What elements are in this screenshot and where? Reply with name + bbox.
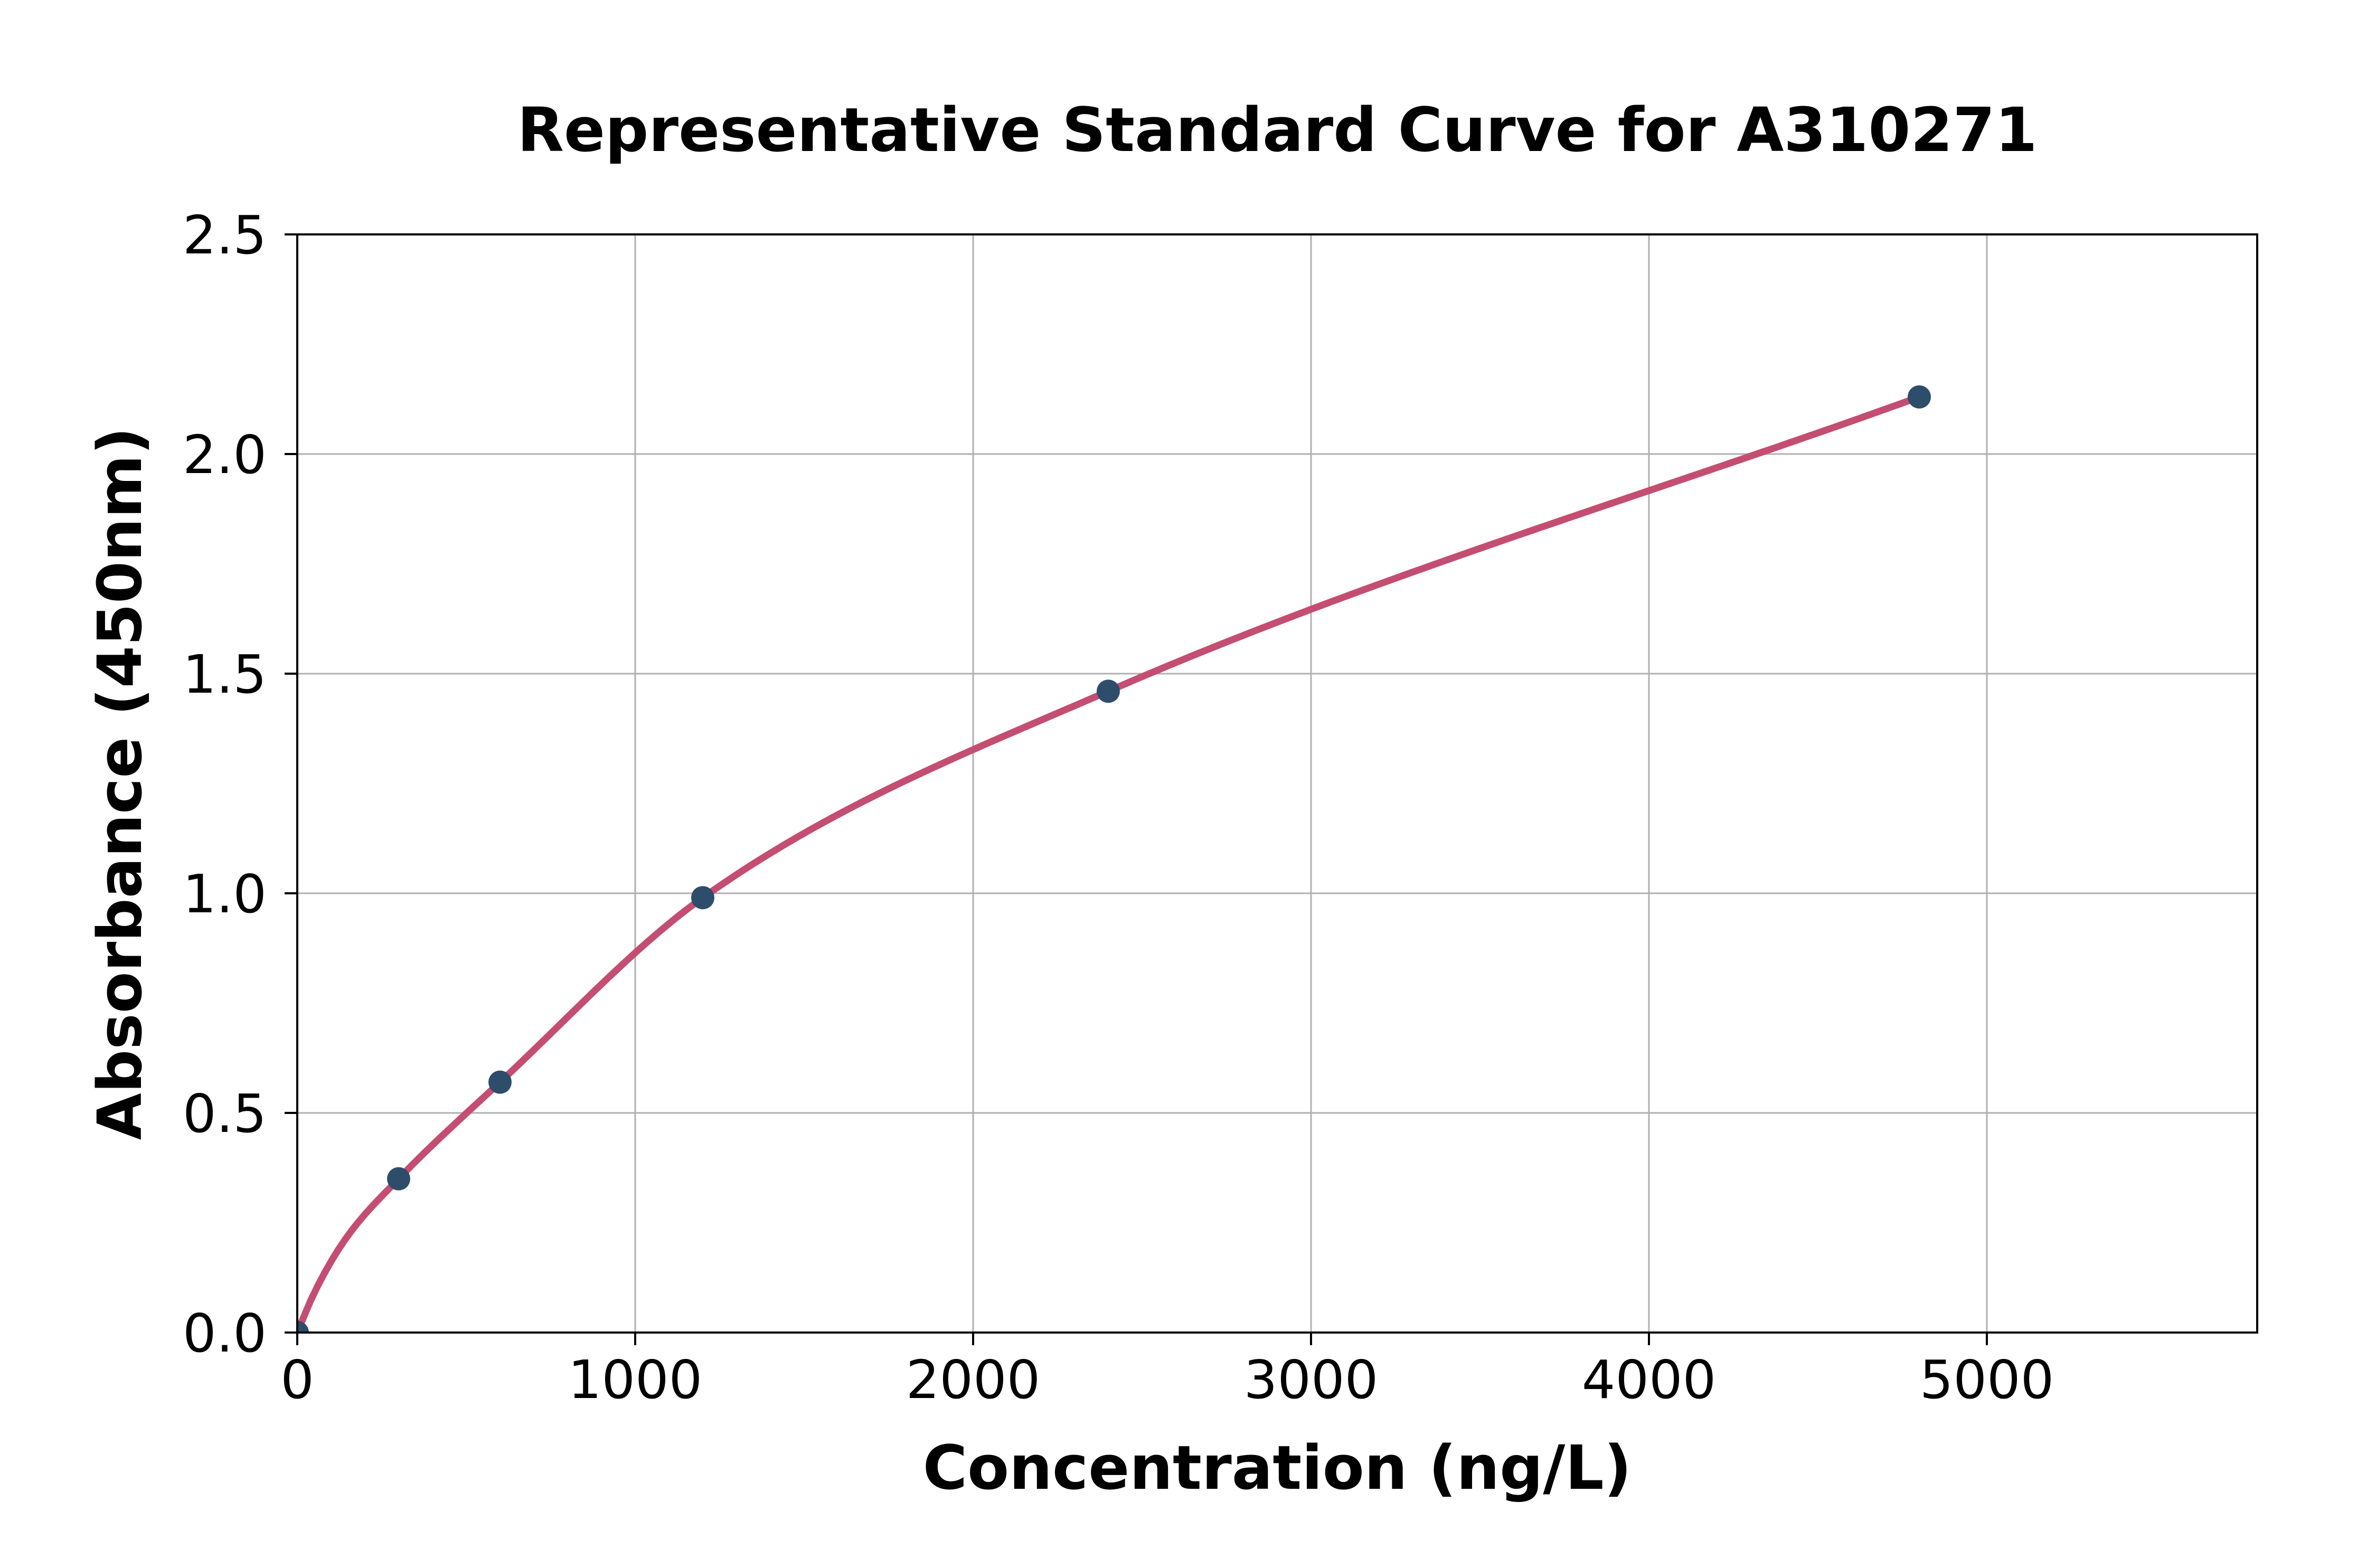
x-tick-label: 2000	[906, 1349, 1041, 1411]
y-tick-label: 1.0	[183, 863, 267, 925]
data-point-marker	[297, 1321, 309, 1333]
plot-border	[296, 233, 2258, 1334]
data-point-marker	[488, 1070, 512, 1094]
x-tick-label: 3000	[1244, 1349, 1379, 1411]
y-tick-label: 1.5	[183, 644, 267, 705]
y-tick-label: 2.0	[183, 424, 267, 486]
y-tick-label: 0.0	[183, 1302, 267, 1364]
y-tick-label: 0.5	[183, 1083, 267, 1145]
y-tick-label: 2.5	[183, 204, 267, 266]
x-tick-label: 4000	[1582, 1349, 1717, 1411]
data-point-marker	[691, 886, 714, 910]
chart-title: Representative Standard Curve for A31027…	[517, 95, 2038, 166]
x-axis-label: Concentration (ng/L)	[922, 1433, 1632, 1504]
data-point-marker	[1097, 679, 1120, 703]
x-tick-label: 1000	[568, 1349, 703, 1411]
fit-curve-line	[297, 393, 1923, 1333]
data-point-marker	[387, 1167, 410, 1191]
x-tick-label: 5000	[1920, 1349, 2054, 1411]
x-tick-label: 0	[280, 1349, 314, 1411]
data-point-marker	[1908, 385, 1931, 409]
